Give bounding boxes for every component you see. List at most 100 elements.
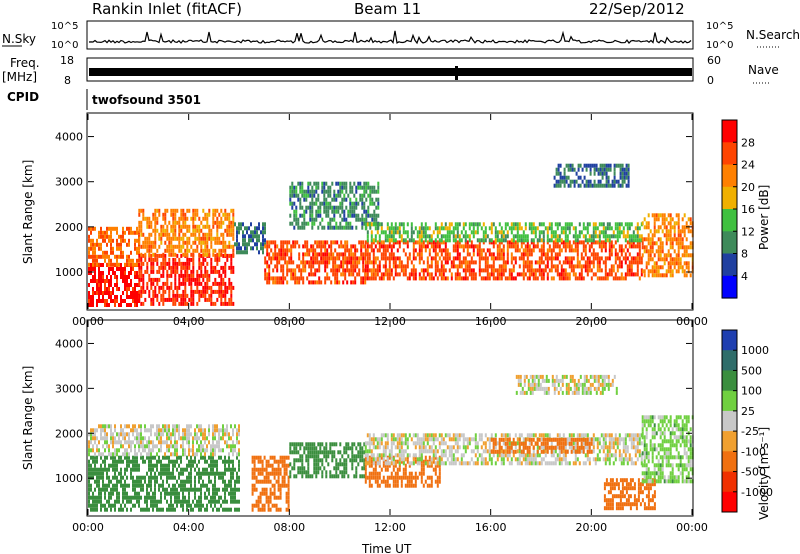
- power-cell: [230, 208, 233, 213]
- power-cell: [649, 269, 652, 274]
- power-cell: [146, 244, 149, 249]
- power-cell: [472, 222, 475, 227]
- power-cell: [289, 193, 292, 198]
- power-cell: [574, 238, 577, 243]
- power-cell: [444, 240, 447, 245]
- power-cell: [238, 226, 240, 231]
- power-cell: [327, 213, 330, 218]
- power-cell: [142, 281, 145, 286]
- power-cell: [478, 260, 481, 265]
- velocity-cell: [230, 487, 232, 492]
- power-cell: [440, 240, 443, 245]
- power-cell: [538, 268, 541, 273]
- power-cell: [142, 253, 145, 258]
- power-cell: [134, 262, 136, 267]
- velocity-cell: [108, 424, 110, 429]
- power-cell: [108, 279, 110, 283]
- power-cell: [657, 253, 660, 258]
- power-cell: [124, 271, 126, 275]
- power-cell: [366, 272, 369, 277]
- power-colorbar-swatch: [722, 186, 737, 210]
- power-cell: [504, 260, 507, 265]
- velocity-cell: [88, 487, 90, 492]
- power-cell: [600, 248, 603, 253]
- power-cell: [673, 233, 676, 238]
- power-cell: [657, 265, 660, 270]
- velocity-cell: [98, 475, 100, 480]
- velocity-cell: [265, 499, 268, 504]
- power-cell: [524, 272, 527, 277]
- power-cell: [366, 244, 369, 249]
- velocity-cell: [178, 483, 180, 488]
- power-cell: [340, 264, 343, 269]
- power-cell: [616, 268, 619, 273]
- velocity-cell: [218, 471, 220, 476]
- velocity-cell: [291, 466, 294, 471]
- power-cell: [218, 269, 221, 274]
- velocity-cell: [236, 432, 238, 437]
- power-cell: [402, 248, 405, 253]
- velocity-cell: [174, 424, 176, 429]
- velocity-cell: [182, 483, 184, 488]
- velocity-cell: [132, 424, 134, 429]
- power-cell: [506, 252, 509, 257]
- power-cell: [562, 268, 565, 273]
- power-cell: [186, 293, 189, 298]
- power-cell: [685, 265, 688, 270]
- velocity-cell: [120, 475, 122, 480]
- power-cell: [657, 229, 660, 234]
- power-ytick-label: 4000: [55, 131, 83, 144]
- power-cell: [641, 237, 644, 242]
- power-cell: [178, 228, 181, 233]
- power-cell: [196, 208, 199, 213]
- velocity-cell: [106, 471, 108, 476]
- power-cell: [218, 212, 221, 217]
- velocity-cell: [216, 491, 218, 496]
- velocity-cell: [130, 499, 132, 504]
- velocity-cell: [305, 454, 308, 459]
- power-cell: [640, 260, 643, 265]
- velocity-cell: [150, 503, 152, 508]
- power-cell: [390, 248, 393, 253]
- power-cell: [570, 264, 573, 269]
- power-cell: [454, 222, 457, 227]
- power-cell: [677, 265, 680, 270]
- power-cell: [548, 222, 551, 227]
- velocity-cell: [140, 444, 142, 449]
- power-cell: [268, 272, 271, 277]
- power-cell: [220, 277, 223, 282]
- velocity-cell: [208, 463, 210, 468]
- power-cell: [166, 277, 169, 282]
- power-cell: [647, 241, 650, 246]
- power-cell: [655, 273, 658, 278]
- power-cell: [402, 222, 405, 227]
- power-cell: [470, 268, 473, 273]
- power-cell: [216, 281, 219, 286]
- power-cell: [170, 236, 173, 241]
- velocity-cell: [174, 432, 176, 437]
- power-cell: [156, 281, 159, 286]
- velocity-cell: [100, 503, 102, 508]
- power-cell: [371, 213, 374, 218]
- power-cell: [514, 276, 517, 281]
- velocity-cell: [164, 424, 166, 429]
- power-cell: [150, 265, 153, 270]
- power-cell: [336, 272, 339, 277]
- power-cell: [446, 248, 449, 253]
- power-cell: [160, 228, 163, 233]
- velocity-cell: [144, 428, 146, 433]
- velocity-cell: [251, 459, 254, 464]
- power-cell: [290, 248, 293, 253]
- power-cell: [136, 230, 138, 235]
- power-cell: [516, 240, 519, 245]
- power-cell: [293, 189, 296, 194]
- power-cell: [212, 248, 215, 253]
- power-cell: [675, 213, 678, 218]
- power-cell: [144, 289, 147, 294]
- power-cell: [126, 291, 128, 295]
- velocity-cell: [182, 467, 184, 472]
- velocity-cell: [146, 503, 148, 508]
- power-cell: [162, 228, 165, 233]
- power-cell: [530, 248, 533, 253]
- power-cell: [598, 264, 601, 269]
